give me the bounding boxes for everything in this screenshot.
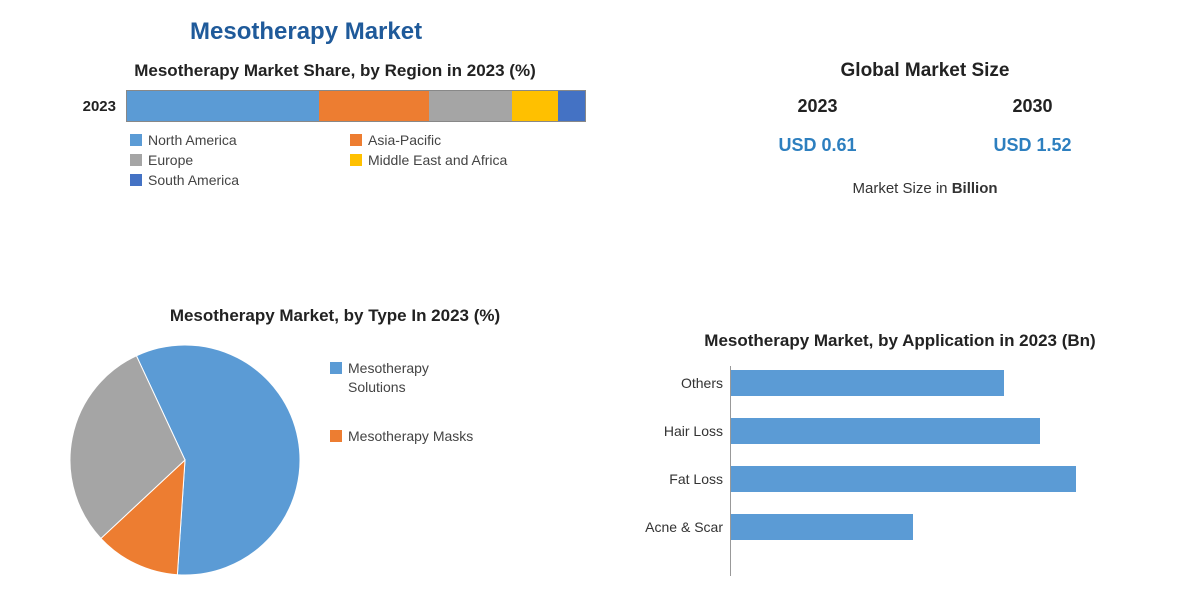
- region-legend: North America Asia-Pacific Europe Middle Ea…: [130, 132, 600, 192]
- gms-year-1: 2030: [929, 96, 1135, 117]
- page-title: Mesotherapy Market: [190, 18, 422, 46]
- legend-swatch: [130, 134, 142, 146]
- gms-value-1: USD 1.52: [929, 135, 1135, 156]
- region-segment: [558, 91, 585, 121]
- global-market-size: Global Market Size 2023 USD 0.61 2030 US…: [710, 60, 1140, 197]
- application-bar-label: Hair Loss: [631, 423, 723, 439]
- type-chart-title: Mesotherapy Market, by Type In 2023 (%): [70, 305, 600, 327]
- legend-label: Middle East and Africa: [368, 152, 507, 168]
- region-chart-title: Mesotherapy Market Share, by Region in 2…: [70, 60, 600, 82]
- legend-label: Europe: [148, 152, 193, 168]
- gms-year-0: 2023: [714, 96, 920, 117]
- application-bar-label: Others: [631, 375, 723, 391]
- application-bar-row: Others: [731, 370, 1170, 396]
- page-root: Mesotherapy Market Mesotherapy Market Sh…: [0, 0, 1200, 600]
- legend-swatch: [130, 174, 142, 186]
- region-segment: [512, 91, 558, 121]
- gms-value-0: USD 0.61: [714, 135, 920, 156]
- gms-footnote: Market Size in Billion: [710, 180, 1140, 197]
- legend-swatch: [350, 134, 362, 146]
- legend-swatch: [330, 362, 342, 374]
- gms-col-1: 2030 USD 1.52: [929, 96, 1135, 156]
- gms-footnote-prefix: Market Size in: [852, 180, 951, 197]
- type-legend-item: Mesotherapy Solutions: [330, 359, 488, 397]
- application-bar-row: Fat Loss: [731, 466, 1170, 492]
- type-pie-wrap: Mesotherapy Solutions Mesotherapy Masks: [70, 339, 600, 575]
- type-legend-item: Mesotherapy Masks: [330, 427, 488, 446]
- region-chart: Mesotherapy Market Share, by Region in 2…: [70, 60, 600, 192]
- region-legend-item: Europe: [130, 152, 350, 168]
- legend-label: South America: [148, 172, 239, 188]
- application-bar-row: Acne & Scar: [731, 514, 1170, 540]
- legend-swatch: [130, 154, 142, 166]
- gms-table: 2023 USD 0.61 2030 USD 1.52: [710, 96, 1140, 156]
- region-segment: [429, 91, 511, 121]
- type-legend: Mesotherapy Solutions Mesotherapy Masks: [330, 359, 488, 476]
- application-bars: Others Hair Loss Fat Loss Acne & Scar: [730, 366, 1170, 576]
- application-bar-label: Acne & Scar: [631, 519, 723, 535]
- region-year-label: 2023: [70, 98, 126, 115]
- legend-label: Asia-Pacific: [368, 132, 441, 148]
- region-stacked-bar: [126, 90, 586, 122]
- legend-label: Mesotherapy Masks: [348, 427, 473, 446]
- application-bar: [731, 370, 1004, 396]
- region-legend-item: Middle East and Africa: [350, 152, 570, 168]
- region-legend-item: South America: [130, 172, 350, 188]
- application-chart: Mesotherapy Market, by Application in 20…: [630, 330, 1170, 576]
- application-bar: [731, 514, 913, 540]
- gms-footnote-bold: Billion: [952, 180, 998, 197]
- application-bar: [731, 418, 1040, 444]
- type-chart: Mesotherapy Market, by Type In 2023 (%) …: [70, 305, 600, 575]
- region-legend-item: North America: [130, 132, 350, 148]
- application-bar: [731, 466, 1076, 492]
- region-bar-row: 2023: [70, 90, 600, 122]
- application-chart-title: Mesotherapy Market, by Application in 20…: [630, 330, 1170, 352]
- legend-swatch: [350, 154, 362, 166]
- type-pie: [70, 345, 300, 575]
- legend-swatch: [330, 430, 342, 442]
- application-bar-row: Hair Loss: [731, 418, 1170, 444]
- region-segment: [127, 91, 319, 121]
- legend-label: North America: [148, 132, 237, 148]
- region-legend-item: Asia-Pacific: [350, 132, 570, 148]
- region-segment: [319, 91, 429, 121]
- legend-label: Mesotherapy Solutions: [348, 359, 488, 397]
- gms-title: Global Market Size: [710, 60, 1140, 82]
- application-bar-label: Fat Loss: [631, 471, 723, 487]
- gms-col-0: 2023 USD 0.61: [714, 96, 920, 156]
